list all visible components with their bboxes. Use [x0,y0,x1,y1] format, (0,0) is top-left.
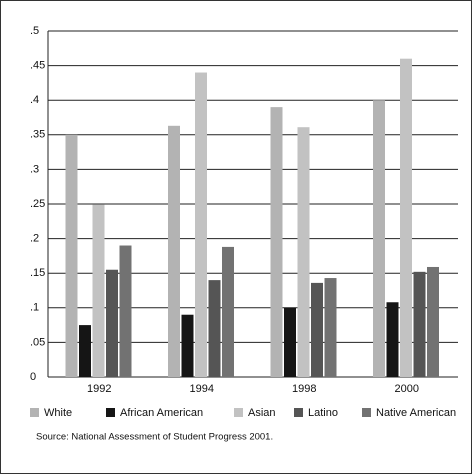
legend-label: White [44,407,72,419]
legend-label: Latino [308,407,338,419]
bar [400,58,412,378]
y-tick-label: .5 [30,25,39,37]
y-tick-label: .3 [30,163,39,175]
bar [297,127,310,377]
bar [195,72,207,378]
bar [106,269,118,377]
legend-marker [30,408,39,417]
y-tick-label: .05 [30,336,45,348]
bar [208,280,221,377]
x-tick-label: 1994 [190,383,214,395]
bar [79,325,91,377]
y-tick-label: .4 [30,94,39,106]
bar [181,314,194,377]
bar [119,245,132,377]
y-tick-label: .2 [30,233,39,245]
legend-marker [234,408,243,417]
bar [270,107,283,378]
y-tick-label: .45 [30,60,45,72]
legend-marker [362,408,371,417]
legend-marker [106,408,115,417]
y-tick-label: .25 [30,198,45,210]
y-tick-label: 0 [30,371,36,383]
y-tick-label: .35 [30,129,45,141]
bar [373,100,385,377]
bar [427,266,439,377]
x-tick-label: 1992 [87,383,111,395]
bar [413,271,426,377]
x-tick-label: 2000 [395,383,419,395]
bar [168,125,180,377]
y-tick-label: .15 [30,267,45,279]
bar [65,134,78,377]
bar [92,204,105,377]
bar [284,307,296,377]
bar [324,278,337,377]
legend-label: Native American [376,407,456,419]
y-tick-label: .1 [30,302,39,314]
bar [311,282,323,377]
bar [386,302,399,377]
legend-label: Asian [248,407,276,419]
legend-label: African American [120,407,203,419]
bar [222,246,234,377]
legend-marker [294,408,303,417]
source-note: Source: National Assessment of Student P… [36,432,273,443]
x-tick-label: 1998 [292,383,316,395]
